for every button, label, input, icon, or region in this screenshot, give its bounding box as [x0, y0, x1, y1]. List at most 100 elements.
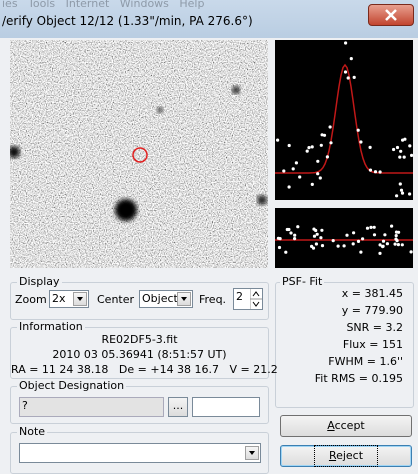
plot-dot [399, 182, 402, 185]
star [157, 107, 163, 113]
plot-dot [332, 239, 335, 242]
designation-extra-input[interactable] [192, 397, 260, 417]
reject-label: Reject [315, 446, 377, 466]
plot-dot [293, 234, 296, 237]
plot-dot [311, 145, 314, 148]
plot-dot [323, 134, 326, 137]
group-label: PSF- Fit [280, 275, 324, 288]
psf-line: SNR = 3.2 [346, 321, 403, 334]
freq-spinner[interactable]: 2 [233, 288, 263, 310]
plot-dot [344, 70, 347, 73]
plot-dot [292, 167, 295, 170]
menu-bar: ies Tools Internet Windows Help [2, 0, 204, 10]
plot-dot [298, 175, 301, 178]
plot-dot [382, 245, 385, 248]
plot-dot [366, 227, 369, 230]
plot-dot [394, 243, 397, 246]
plot-dot [337, 245, 340, 248]
plot-dot [357, 240, 360, 243]
plot-dot [312, 228, 315, 231]
plot-dot [286, 228, 289, 231]
group-label: Object Designation [17, 379, 126, 392]
plot-dot [361, 237, 364, 240]
star [232, 86, 240, 94]
browse-button[interactable]: ... [168, 397, 188, 417]
accept-label: Accept [327, 416, 365, 436]
plot-dot [279, 237, 282, 240]
plot-dot [315, 242, 318, 245]
plot-dot [410, 250, 413, 253]
note-select[interactable] [19, 443, 261, 463]
plot-dot [379, 170, 382, 173]
center-label: Center [97, 293, 134, 306]
plot-dot [383, 233, 386, 236]
close-button[interactable] [368, 4, 414, 26]
plot-dot [313, 235, 316, 238]
plot-dot [403, 156, 406, 159]
plot-dot [284, 251, 287, 254]
psf-plot [275, 40, 413, 200]
plot-dot [316, 233, 319, 236]
plot-dot [347, 76, 350, 79]
plot-dot [296, 225, 299, 228]
plot-dot [374, 170, 377, 173]
freq-value: 2 [236, 290, 243, 303]
plot-dot [401, 139, 404, 142]
plot-dot [353, 76, 356, 79]
star-image [10, 40, 268, 268]
dropdown-arrow [73, 292, 87, 306]
verify-object-window: ies Tools Internet Windows Help /erify O… [0, 0, 418, 468]
title-bar: ies Tools Internet Windows Help /erify O… [0, 0, 418, 38]
plot-dot [397, 231, 400, 234]
freq-label: Freq. [199, 293, 226, 306]
reject-button[interactable]: Reject [280, 445, 412, 467]
plot-dot [357, 129, 360, 132]
plot-dot [395, 234, 398, 237]
plot-dot [319, 236, 322, 239]
plot-dot [359, 251, 362, 254]
window-title: /erify Object 12/12 (1.33"/min, PA 276.6… [2, 14, 253, 28]
plot-dot [399, 150, 402, 153]
center-select[interactable]: Object [139, 290, 193, 308]
plot-dot [369, 226, 372, 229]
plot-dot [320, 144, 323, 147]
plot-dot [316, 160, 319, 163]
plot-dot [345, 234, 348, 237]
close-icon [369, 5, 413, 25]
plot-dot [369, 146, 372, 149]
information-group: Information RE02DF5-3.fit 2010 03 05.369… [10, 327, 269, 379]
plot-dot [282, 169, 285, 172]
group-label: Note [17, 425, 47, 438]
designation-input[interactable]: ? [19, 397, 164, 417]
star [115, 199, 137, 221]
dropdown-arrow [177, 292, 191, 306]
plot-dot [400, 189, 403, 192]
plot-dot [397, 243, 400, 246]
plot-dot [401, 192, 404, 195]
plot-dot [307, 146, 310, 149]
dropdown-arrow [245, 446, 259, 460]
plot-dot [329, 125, 332, 128]
close-x [386, 10, 396, 20]
plot-dot [321, 244, 324, 247]
psf-line: FWHM = 1.6'' [328, 355, 403, 368]
star [257, 195, 267, 205]
display-group: Display Zoom 2x Center Object Freq. 2 [10, 282, 269, 320]
plot-dot [316, 172, 319, 175]
plot-dot [295, 161, 298, 164]
object-designation-group: Object Designation ? ... [10, 386, 269, 424]
accept-button[interactable]: Accept [280, 415, 412, 437]
plot-dot [408, 192, 411, 195]
plot-dot [289, 231, 292, 234]
plot-dot [359, 140, 362, 143]
plot-dot [386, 242, 389, 245]
group-label: Display [17, 275, 62, 288]
plot-dot [326, 155, 329, 158]
group-label: Information [17, 320, 85, 333]
plot-dot [343, 244, 346, 247]
plot-dot [329, 141, 332, 144]
psf-line: y = 779.90 [342, 304, 403, 317]
zoom-select[interactable]: 2x [49, 290, 89, 308]
psf-line: x = 381.45 [342, 287, 403, 300]
